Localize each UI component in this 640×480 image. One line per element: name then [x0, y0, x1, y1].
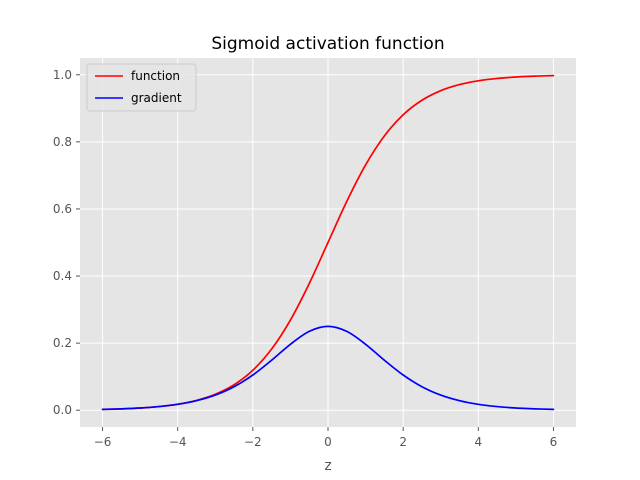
axis-ticks: −6 −4 −2 0 2 4 6 0.0 0.2 0.4 0.6 0.8 1.0: [53, 68, 557, 449]
y-tick-label: 0.2: [53, 336, 72, 350]
x-tick-label: 2: [399, 435, 407, 449]
x-tick-label: 4: [474, 435, 482, 449]
y-tick-label: 0.4: [53, 269, 72, 283]
x-tick-label: 6: [550, 435, 558, 449]
y-tick-label: 0.6: [53, 202, 72, 216]
chart-title: Sigmoid activation function: [211, 34, 444, 54]
series-lines: [101, 74, 555, 411]
x-tick-label: −2: [244, 435, 262, 449]
series-line-gradient: [101, 325, 555, 411]
legend-label-gradient: gradient: [131, 91, 182, 105]
x-tick-label: 0: [324, 435, 332, 449]
grid: [80, 58, 576, 427]
x-axis-label: z: [324, 458, 331, 474]
x-tick-label: −4: [169, 435, 187, 449]
y-tick-label: 1.0: [53, 68, 72, 82]
legend-label-function: function: [131, 69, 180, 83]
legend: function gradient: [86, 63, 197, 112]
y-tick-label: 0.0: [53, 403, 72, 417]
y-tick-label: 0.8: [53, 135, 72, 149]
x-tick-label: −6: [94, 435, 112, 449]
